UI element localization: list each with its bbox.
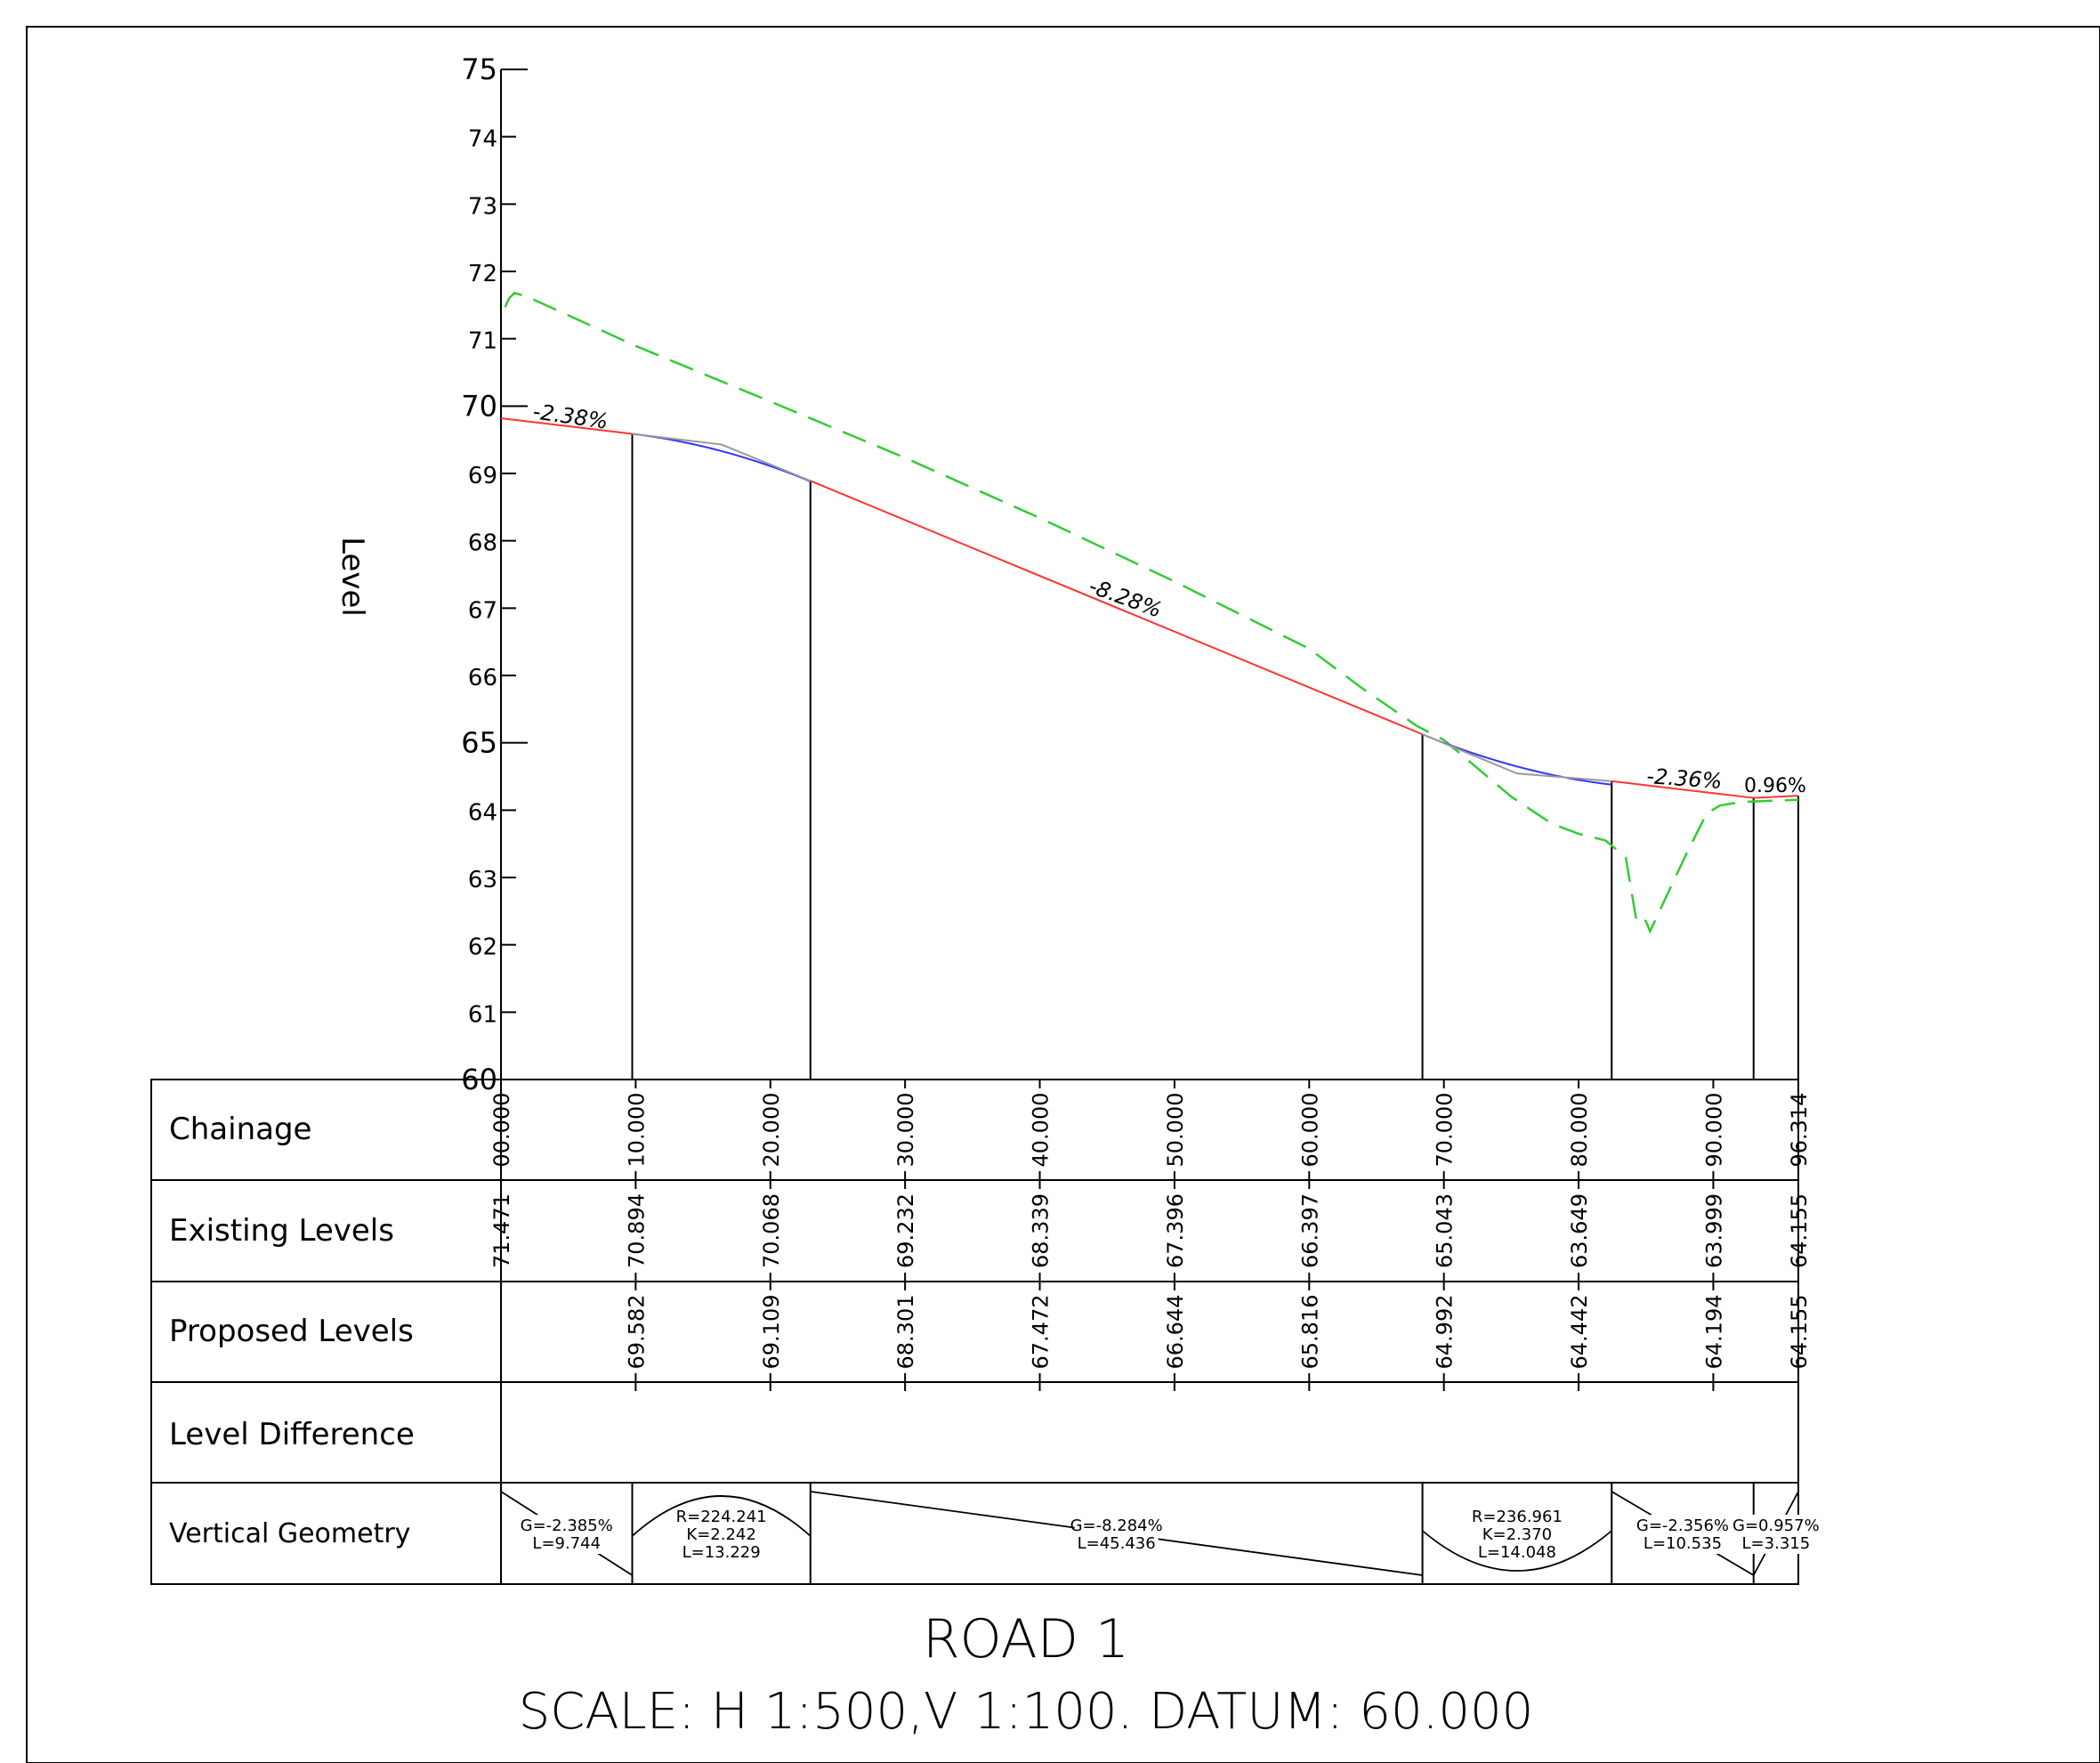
band-value-chainage: 70.000 (1433, 1093, 1458, 1168)
level-tick-label-70: 70 (461, 389, 497, 423)
band-value-proposed-levels: 69.109 (759, 1295, 784, 1370)
band-value-existing-levels: 64.155 (1787, 1193, 1812, 1268)
drawing-title: ROAD 1 (923, 1608, 1129, 1670)
level-tick-label-74: 74 (468, 126, 497, 153)
vg-crest-curve (631, 1495, 812, 1537)
band-label-vertical-geometry: Vertical Geometry (169, 1518, 410, 1549)
level-tick-label-65: 65 (461, 726, 497, 760)
level-tick-label-68: 68 (468, 530, 497, 557)
band-label-proposed-levels: Proposed Levels (169, 1314, 414, 1349)
proposed-grade-5 (1611, 780, 1754, 799)
band-value-proposed-levels: 65.816 (1297, 1295, 1322, 1370)
vg-sag-curve (1421, 1530, 1612, 1572)
band-label-existing-levels: Existing Levels (169, 1213, 394, 1249)
level-tick-label-69: 69 (468, 463, 497, 489)
band-values: 00.000 10.000 20.000 30.000 40.000 50.000 60.0… (489, 1080, 1812, 1391)
band-value-proposed-levels: 64.442 (1567, 1295, 1592, 1370)
curve-tangent-2 (632, 433, 812, 482)
band-value-chainage: 00.000 (489, 1093, 514, 1168)
band-value-existing-levels: 63.999 (1701, 1193, 1726, 1268)
level-axis-label: Level (335, 537, 370, 617)
band-value-chainage: 96.314 (1787, 1093, 1812, 1168)
proposed-grade-1 (500, 416, 633, 435)
vg-label: L=13.229 (682, 1543, 761, 1562)
proposed-vertical-curve-4 (1422, 733, 1612, 786)
grade-label-2: -8.28% (1086, 573, 1165, 622)
band-value-existing-levels: 68.339 (1029, 1193, 1054, 1268)
vg-label: L=10.535 (1644, 1534, 1722, 1553)
band-value-proposed-levels: 68.301 (893, 1295, 918, 1370)
band-value-existing-levels: 71.471 (489, 1193, 514, 1268)
band-value-existing-levels: 67.396 (1163, 1193, 1188, 1268)
band-value-chainage: 50.000 (1163, 1093, 1188, 1168)
vg-label: K=2.370 (1482, 1525, 1552, 1544)
band-value-existing-levels: 69.232 (893, 1193, 918, 1268)
band-value-proposed-levels: 66.644 (1163, 1295, 1188, 1370)
proposed-vertical-curve-2 (632, 433, 812, 482)
band-value-chainage: 60.000 (1297, 1093, 1322, 1168)
band-label-chainage: Chainage (169, 1112, 311, 1147)
level-tick-label-61: 61 (468, 1001, 497, 1028)
band-value-proposed-levels: 64.194 (1701, 1295, 1726, 1370)
vg-label: G=-2.385% (521, 1516, 613, 1535)
band-value-existing-levels: 70.894 (624, 1193, 649, 1268)
curve-tangent-4 (1422, 733, 1612, 782)
vg-label-bg (1074, 1515, 1159, 1554)
level-tick-label-73: 73 (468, 193, 497, 220)
data-band-table: Chainage Existing Levels Proposed Levels… (150, 1079, 1820, 1585)
band-value-existing-levels: 70.068 (759, 1193, 784, 1268)
vg-label: G=-8.284% (1070, 1516, 1163, 1535)
band-table-frame (150, 1079, 1799, 1585)
grade-label-3: -2.36% (1646, 764, 1724, 794)
proposed-grade-3 (810, 480, 1423, 736)
vg-label: L=14.048 (1478, 1543, 1556, 1562)
level-tick-label-64: 64 (468, 799, 497, 826)
band-value-chainage: 30.000 (893, 1093, 918, 1168)
level-axis-label-group: Level (335, 537, 370, 617)
proposed-grade-6 (1753, 795, 1798, 799)
band-value-existing-levels: 63.649 (1567, 1193, 1592, 1268)
grade-labels: -2.38% -8.28% -2.36% 0.96% (531, 399, 1806, 797)
vertical-geometry-band: G=-2.385%L=9.744 R=224.241K=2.242L=13.229… (500, 1483, 1820, 1584)
band-value-chainage: 80.000 (1567, 1093, 1592, 1168)
vg-label-bg (1640, 1515, 1724, 1554)
vg-label: R=236.961 (1472, 1508, 1563, 1526)
sheet-border (26, 26, 2100, 1763)
drawing-scale-note: SCALE: H 1:500,V 1:100. DATUM: 60.000 (519, 1683, 1534, 1741)
vg-label: G=-2.356% (1636, 1516, 1729, 1535)
vg-label: L=3.315 (1742, 1534, 1811, 1553)
band-value-chainage: 90.000 (1701, 1093, 1726, 1168)
vg-label: K=2.242 (686, 1525, 755, 1544)
level-tick-label-75: 75 (461, 53, 497, 86)
level-tick-label-62: 62 (468, 934, 497, 961)
band-value-existing-levels: 65.043 (1433, 1193, 1458, 1268)
vg-label-bg (1738, 1515, 1813, 1554)
level-tick-label-71: 71 (468, 328, 497, 355)
band-value-chainage: 40.000 (1029, 1093, 1054, 1168)
ip-vertical-lines (631, 433, 1799, 1080)
band-value-chainage: 10.000 (624, 1093, 649, 1168)
vg-label: L=45.436 (1078, 1534, 1156, 1553)
grade-label-1: -2.38% (531, 399, 610, 434)
vg-label: G=0.957% (1732, 1516, 1820, 1535)
vg-label-bg (524, 1515, 609, 1554)
vg-label: R=224.241 (676, 1508, 767, 1526)
band-value-proposed-levels: 64.155 (1787, 1295, 1812, 1370)
level-tick-label-67: 67 (468, 597, 497, 624)
existing-ground-line (504, 291, 1799, 934)
vg-label: L=9.744 (532, 1534, 601, 1553)
level-tick-label-63: 63 (468, 867, 497, 894)
band-label-level-difference: Level Difference (169, 1417, 415, 1452)
level-tick-label-72: 72 (468, 261, 497, 287)
band-value-proposed-levels: 69.582 (624, 1295, 649, 1370)
band-value-proposed-levels: 67.472 (1029, 1295, 1054, 1370)
band-value-existing-levels: 66.397 (1297, 1193, 1322, 1268)
level-tick-label-66: 66 (468, 665, 497, 691)
band-value-proposed-levels: 64.992 (1433, 1295, 1458, 1370)
band-value-chainage: 20.000 (759, 1093, 784, 1168)
grade-label-4: 0.96% (1744, 775, 1806, 797)
profile-lines (500, 291, 1799, 934)
